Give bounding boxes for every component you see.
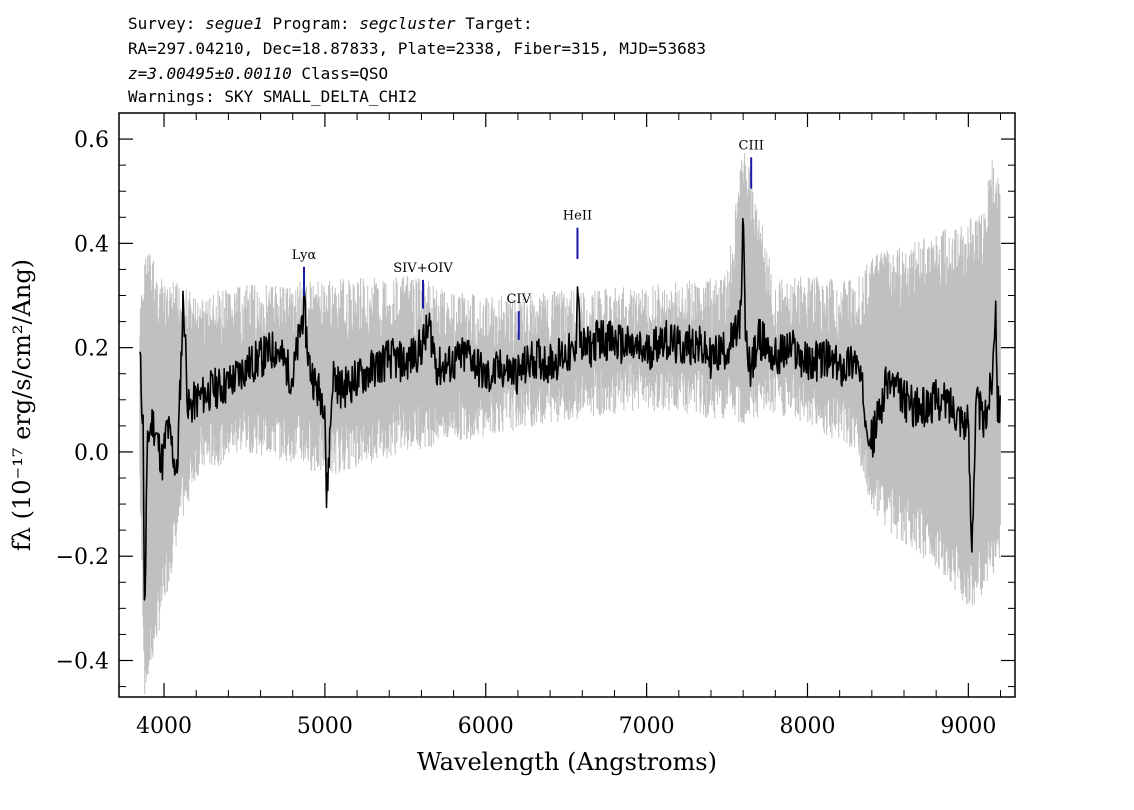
line-label-siv-oiv: SIV+OIV [393, 261, 453, 276]
line-label-heii: HeII [563, 209, 592, 224]
y-tick-label: 0.2 [74, 337, 109, 362]
x-tick-label: 5000 [297, 714, 353, 739]
x-axis-title: Wavelength (Angstroms) [417, 748, 717, 776]
x-tick-label: 8000 [779, 714, 835, 739]
y-tick-label: −0.2 [56, 545, 109, 570]
x-tick-label: 7000 [619, 714, 675, 739]
header-line-3: z=3.00495±0.00110 Class=QSO [128, 64, 388, 83]
x-tick-label: 4000 [136, 714, 192, 739]
line-markers: Lyα SIV+OIV CIV HeII CIII [292, 138, 764, 340]
line-label-civ: CIV [506, 292, 531, 307]
y-tick-label: −0.4 [56, 650, 109, 675]
header-line-4: Warnings: SKY SMALL_DELTA_CHI2 [128, 87, 417, 106]
plot-frame [118, 112, 1016, 698]
y-tick-label: 0.4 [74, 232, 109, 257]
line-label-ly-: Lyα [292, 248, 317, 263]
header-line-1: Survey: segue1 Program: segcluster Targe… [128, 14, 533, 33]
y-tick-label: 0.0 [74, 441, 109, 466]
header-block: Survey: segue1 Program: segcluster Targe… [128, 14, 706, 106]
flux-line [139, 217, 1001, 601]
y-axis-title: fλ (10⁻¹⁷ erg/s/cm²/Ang) [8, 259, 36, 551]
y-tick-label: 0.6 [74, 128, 109, 153]
line-label-ciii: CIII [739, 138, 764, 153]
x-tick-label: 9000 [940, 714, 996, 739]
flux-series [139, 217, 1001, 601]
header-line-2: RA=297.04210, Dec=18.87833, Plate=2338, … [128, 39, 706, 58]
x-tick-label: 6000 [458, 714, 514, 739]
axis-ticks: 4000 5000 6000 7000 8000 9000 −0.4 −0.2 0.0 0.2 0.… [56, 113, 1015, 739]
